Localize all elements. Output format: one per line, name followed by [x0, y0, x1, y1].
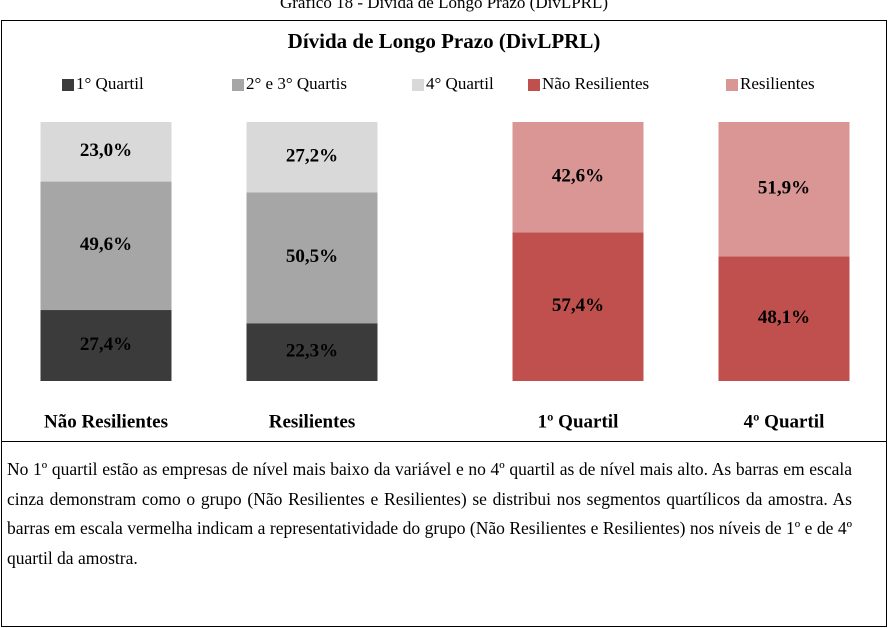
bar-segment — [718, 122, 850, 257]
legend-label: Não Resilientes — [542, 74, 649, 93]
bar-segment — [40, 122, 172, 182]
bar-segment — [512, 122, 644, 233]
bar-segment — [246, 323, 378, 381]
data-label: 50,5% — [286, 246, 338, 267]
data-label: 22,3% — [286, 340, 338, 361]
legend-label: 1° Quartil — [76, 74, 144, 93]
frame — [1, 20, 887, 627]
data-label: 27,2% — [286, 146, 338, 167]
note: No 1º quartil estão as empresas de nível… — [7, 459, 852, 568]
bar-segment — [512, 232, 644, 381]
chart-title: Dívida de Longo Prazo (DivLPRL) — [288, 29, 601, 53]
legend-label: Resilientes — [740, 74, 815, 93]
bar-segment — [246, 192, 378, 324]
data-label: 23,0% — [80, 140, 132, 161]
legend-swatch — [232, 79, 244, 91]
caption: Gráfico 18 - Dívida de Longo Prazo (DivL… — [280, 0, 608, 12]
x-tick-label: 4º Quartil — [744, 411, 825, 432]
data-label: 27,4% — [80, 334, 132, 355]
legend-swatch — [62, 79, 74, 91]
legend-swatch — [528, 79, 540, 91]
x-tick-label: Resilientes — [269, 411, 356, 432]
data-label: 57,4% — [552, 295, 604, 316]
legend-swatch — [726, 79, 738, 91]
legend-label: 4° Quartil — [426, 74, 494, 93]
legend-label: 2° e 3° Quartis — [246, 74, 347, 93]
legend-swatch — [412, 79, 424, 91]
x-tick-label: 1º Quartil — [538, 411, 619, 432]
bar-segment — [40, 310, 172, 381]
data-label: 42,6% — [552, 166, 604, 187]
bar-segment — [246, 122, 378, 193]
data-label: 51,9% — [758, 178, 810, 199]
x-tick-label: Não Resilientes — [44, 411, 168, 432]
data-label: 48,1% — [758, 307, 810, 328]
bar-segment — [40, 181, 172, 311]
data-label: 49,6% — [80, 234, 132, 255]
bar-segment — [718, 256, 850, 381]
